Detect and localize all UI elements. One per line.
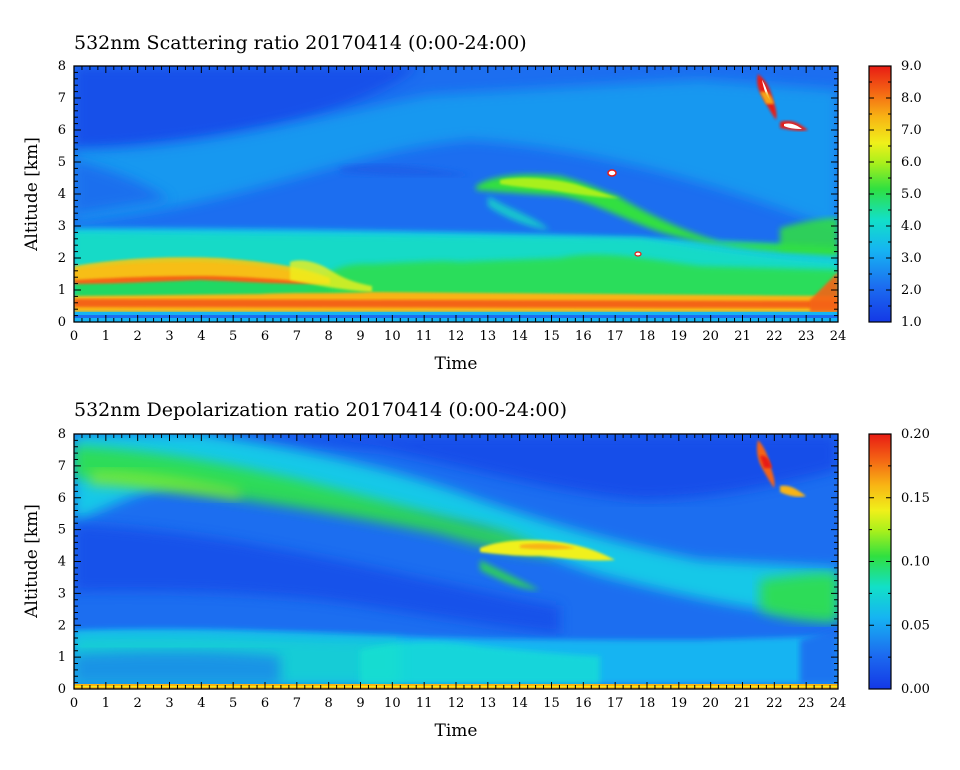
depolarization-x-tick-label: 21: [734, 696, 751, 711]
depolarization-y-tick-label: 8: [58, 427, 66, 442]
depolarization-x-tick-label: 2: [134, 696, 142, 711]
depolarization-colorbar-tick-label: 0.00: [901, 682, 930, 697]
scattering-panel: 532nm Scattering ratio 20170414 (0:00-24…: [22, 32, 922, 374]
scattering-colorbar-tick-label: 4.0: [901, 219, 922, 234]
scattering-colorbar-tick-label: 5.0: [901, 187, 922, 202]
depolarization-panel: 532nm Depolarization ratio 20170414 (0:0…: [22, 399, 930, 741]
scattering-colorbar-tick-label: 9.0: [901, 59, 922, 74]
scattering-y-tick-label: 1: [58, 283, 66, 298]
scattering-y-tick-label: 4: [58, 187, 66, 202]
scattering-x-tick-label: 20: [702, 329, 719, 344]
scattering-x-tick-label: 18: [639, 329, 656, 344]
scattering-x-tick-label: 1: [102, 329, 110, 344]
depolarization-x-tick-label: 13: [480, 696, 497, 711]
depolarization-x-tick-label: 19: [671, 696, 688, 711]
depolarization-y-tick-label: 0: [58, 682, 66, 697]
scattering-x-tick-label: 23: [798, 329, 815, 344]
scattering-y-tick-label: 6: [58, 123, 66, 138]
scattering-colorbar: 1.0 2.0 3.0 4.0 5.0 6.0 7.0 8.0 9.0: [868, 59, 922, 330]
scattering-y-tick-label: 8: [58, 59, 66, 74]
depolarization-y-tick-label: 2: [58, 618, 66, 633]
scattering-x-tick-label: 12: [448, 329, 465, 344]
scattering-x-tick-label: 19: [671, 329, 688, 344]
depolarization-axes: 0 1 2 3 4 5 6 7 8 9 10 11 12 13 14 15 16 17 18 19 20 21 22 23 24…: [58, 427, 847, 711]
depolarization-x-tick-label: 8: [325, 696, 333, 711]
scattering-x-tick-label: 24: [830, 329, 847, 344]
depolarization-xlabel: Time: [435, 721, 478, 741]
depolarization-x-tick-label: 23: [798, 696, 815, 711]
scattering-y-tick-label: 3: [58, 219, 66, 234]
scattering-y-tick-label: 0: [58, 315, 66, 330]
depolarization-colorbar-tick-label: 0.05: [901, 618, 930, 633]
scattering-x-tick-label: 2: [134, 329, 142, 344]
depolarization-y-tick-label: 4: [58, 555, 66, 570]
scattering-x-tick-label: 17: [607, 329, 624, 344]
scattering-xlabel: Time: [435, 354, 478, 374]
depolarization-x-tick-label: 24: [830, 696, 847, 711]
depolarization-y-tick-label: 7: [58, 459, 66, 474]
scattering-x-tick-label: 7: [293, 329, 301, 344]
depolarization-x-tick-label: 18: [639, 696, 656, 711]
scattering-x-tick-label: 10: [384, 329, 401, 344]
depolarization-x-tick-label: 9: [356, 696, 364, 711]
depolarization-heatmap: [74, 434, 838, 689]
scattering-x-tick-label: 16: [575, 329, 592, 344]
depolarization-y-tick-label: 5: [58, 523, 66, 538]
depolarization-colorbar: 0.00 0.05 0.10 0.15 0.20: [868, 427, 930, 697]
depolarization-colorbar-tick-label: 0.20: [901, 427, 930, 442]
depolarization-x-tick-label: 1: [102, 696, 110, 711]
scattering-x-tick-label: 11: [416, 329, 433, 344]
depolarization-x-tick-label: 3: [165, 696, 173, 711]
scattering-x-tick-label: 13: [480, 329, 497, 344]
depolarization-x-tick-label: 14: [511, 696, 528, 711]
depolarization-colorbar-tick-label: 0.10: [901, 555, 930, 570]
depolarization-x-tick-label: 7: [293, 696, 301, 711]
depolarization-y-tick-label: 1: [58, 650, 66, 665]
depolarization-x-tick-label: 22: [766, 696, 783, 711]
depolarization-x-tick-label: 4: [197, 696, 205, 711]
scattering-title: 532nm Scattering ratio 20170414 (0:00-24…: [74, 32, 527, 54]
scattering-colorbar-tick-label: 7.0: [901, 123, 922, 138]
scattering-x-tick-label: 0: [70, 329, 78, 344]
scattering-colorbar-tick-label: 2.0: [901, 283, 922, 298]
scattering-x-tick-label: 5: [229, 329, 237, 344]
depolarization-x-tick-label: 12: [448, 696, 465, 711]
scattering-x-tick-label: 3: [165, 329, 173, 344]
scattering-x-tick-label: 4: [197, 329, 205, 344]
depolarization-y-tick-label: 3: [58, 586, 66, 601]
scattering-colorbar-tick-label: 1.0: [901, 315, 922, 330]
scattering-x-tick-label: 22: [766, 329, 783, 344]
scattering-heatmap: [74, 66, 838, 322]
depolarization-title: 532nm Depolarization ratio 20170414 (0:0…: [74, 399, 567, 421]
scattering-x-tick-label: 15: [543, 329, 560, 344]
depolarization-x-tick-label: 15: [543, 696, 560, 711]
scattering-y-tick-label: 2: [58, 251, 66, 266]
depolarization-x-tick-label: 17: [607, 696, 624, 711]
depolarization-x-tick-label: 10: [384, 696, 401, 711]
scattering-x-tick-label: 14: [511, 329, 528, 344]
scattering-x-tick-label: 6: [261, 329, 269, 344]
depolarization-ylabel: Altitude [km]: [22, 504, 42, 619]
scattering-y-tick-label: 7: [58, 91, 66, 106]
depolarization-y-tick-label: 6: [58, 491, 66, 506]
scattering-colorbar-tick-label: 3.0: [901, 251, 922, 266]
depolarization-x-tick-label: 20: [702, 696, 719, 711]
scattering-y-tick-label: 5: [58, 155, 66, 170]
scattering-axes: 0 1 2 3 4 5 6 7 8 9 10 11 12 13 14 15 16 17 18 19 20 21 22 23 24…: [58, 59, 847, 344]
scattering-x-tick-label: 8: [325, 329, 333, 344]
depolarization-x-tick-label: 16: [575, 696, 592, 711]
scattering-x-tick-label: 21: [734, 329, 751, 344]
scattering-colorbar-tick-label: 6.0: [901, 155, 922, 170]
depolarization-x-tick-label: 0: [70, 696, 78, 711]
depolarization-colorbar-tick-label: 0.15: [901, 491, 930, 506]
depolarization-x-tick-label: 11: [416, 696, 433, 711]
depolarization-x-tick-label: 5: [229, 696, 237, 711]
depolarization-x-tick-label: 6: [261, 696, 269, 711]
scattering-colorbar-tick-label: 8.0: [901, 91, 922, 106]
scattering-x-tick-label: 9: [356, 329, 364, 344]
scattering-ylabel: Altitude [km]: [22, 137, 42, 252]
